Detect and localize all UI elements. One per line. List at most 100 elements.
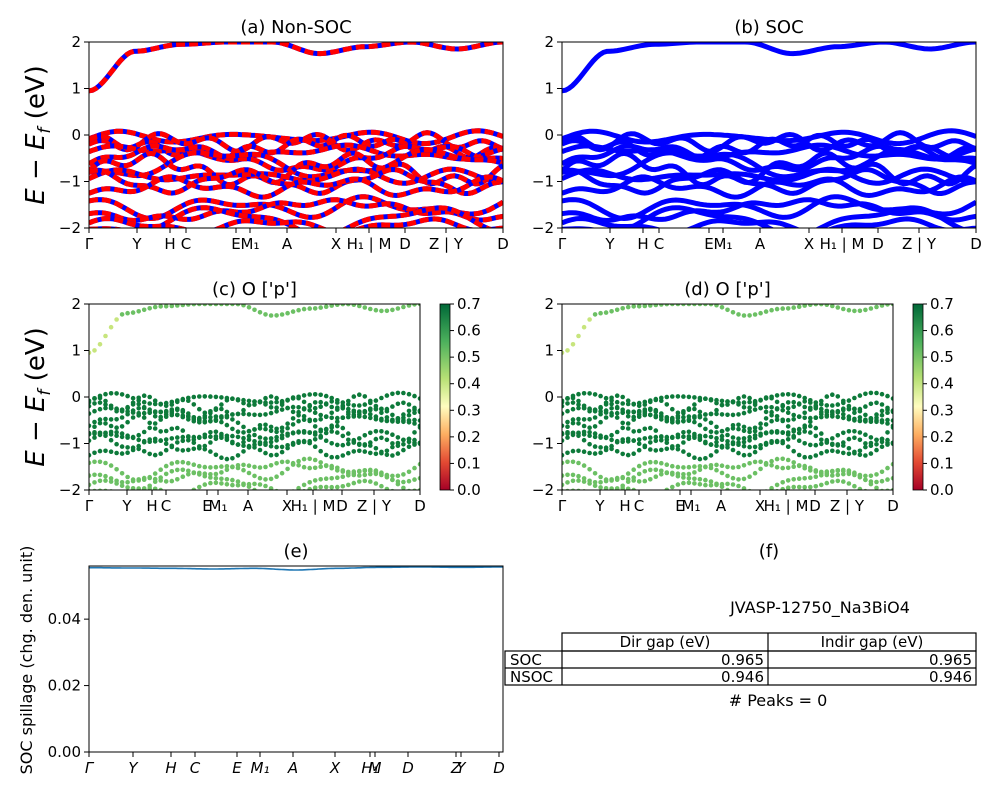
band-point xyxy=(719,398,725,404)
band-point xyxy=(609,486,614,490)
band-point xyxy=(603,310,609,315)
band-point xyxy=(659,472,664,477)
band-point xyxy=(565,472,570,478)
band-point xyxy=(186,490,191,495)
band-point xyxy=(697,482,703,487)
band-point xyxy=(664,470,670,475)
band-point xyxy=(318,460,324,465)
band-point xyxy=(636,463,642,469)
band-point xyxy=(181,492,186,497)
band-point xyxy=(747,405,752,411)
band-point xyxy=(592,444,598,449)
band-point xyxy=(758,443,763,448)
band-point xyxy=(417,476,420,481)
band-point xyxy=(97,430,103,436)
band-point xyxy=(235,482,241,488)
band-point xyxy=(614,439,620,445)
band-point xyxy=(92,435,97,440)
band-point xyxy=(620,437,625,442)
band-point xyxy=(625,426,631,431)
band-point xyxy=(412,442,417,447)
band-point xyxy=(741,410,747,416)
band-point xyxy=(813,304,819,307)
band-point xyxy=(581,437,587,443)
band-point xyxy=(235,479,241,484)
band-point xyxy=(257,435,263,440)
band-point xyxy=(808,442,813,448)
band-point xyxy=(202,482,208,487)
band-point xyxy=(252,487,257,490)
band-point xyxy=(318,305,324,310)
band-point xyxy=(719,412,725,417)
band-point xyxy=(708,479,714,484)
band-point xyxy=(390,453,395,458)
band-point xyxy=(368,412,373,417)
band-point xyxy=(119,434,125,440)
band-point xyxy=(136,443,141,449)
band-point xyxy=(686,476,692,481)
band-point xyxy=(592,407,598,413)
band-point xyxy=(224,398,230,403)
band-point xyxy=(587,430,592,435)
band-point xyxy=(675,432,681,438)
band-point xyxy=(714,424,719,430)
band-point xyxy=(603,478,609,484)
band-point xyxy=(169,402,175,407)
band-point xyxy=(213,406,219,411)
band-point xyxy=(307,403,313,409)
band-point xyxy=(158,467,163,473)
band-point xyxy=(296,439,301,444)
band-point xyxy=(598,433,603,439)
band-point xyxy=(863,441,868,446)
band-point xyxy=(824,304,830,307)
band-point xyxy=(857,448,863,454)
band-point xyxy=(390,419,395,424)
band-point xyxy=(379,483,384,489)
band-point xyxy=(401,419,406,425)
band-point xyxy=(384,473,390,479)
band-point xyxy=(581,405,587,411)
band-point xyxy=(329,463,335,469)
band-point xyxy=(736,483,741,489)
band-point xyxy=(609,437,614,443)
band-point xyxy=(230,417,235,422)
band-point xyxy=(714,435,719,441)
band-point xyxy=(274,405,279,411)
x-tick-label: H xyxy=(164,235,175,253)
band-point xyxy=(835,305,841,310)
x-tick-label: E xyxy=(232,759,242,777)
band-point xyxy=(130,310,136,315)
band-point xyxy=(625,436,631,442)
band-point xyxy=(175,425,180,431)
band-point xyxy=(323,414,329,419)
plot-area xyxy=(89,42,503,228)
band-point xyxy=(741,436,747,441)
x-tick-label: A xyxy=(243,497,254,515)
band-point xyxy=(252,473,257,479)
y-tick-label: 1 xyxy=(544,342,554,360)
band-point xyxy=(780,408,785,413)
band-point xyxy=(417,418,420,423)
band-point xyxy=(307,480,313,485)
band-point xyxy=(219,414,224,419)
band-point xyxy=(752,425,758,431)
band-point xyxy=(603,408,609,413)
band-point xyxy=(285,443,290,448)
band-point xyxy=(625,471,631,476)
band-point xyxy=(268,410,274,416)
band-point xyxy=(730,465,736,470)
band-point xyxy=(587,417,592,422)
band-point xyxy=(97,395,103,401)
band-point xyxy=(340,453,346,458)
band-point xyxy=(274,452,279,458)
band-point xyxy=(780,456,785,462)
band-point xyxy=(406,478,412,484)
band-point xyxy=(780,486,785,490)
band-point xyxy=(224,464,230,469)
band-point xyxy=(296,418,301,424)
band-point xyxy=(592,392,598,397)
band-point xyxy=(681,480,686,486)
band-point xyxy=(769,405,774,410)
band-point xyxy=(587,425,592,431)
band-point xyxy=(191,415,197,421)
